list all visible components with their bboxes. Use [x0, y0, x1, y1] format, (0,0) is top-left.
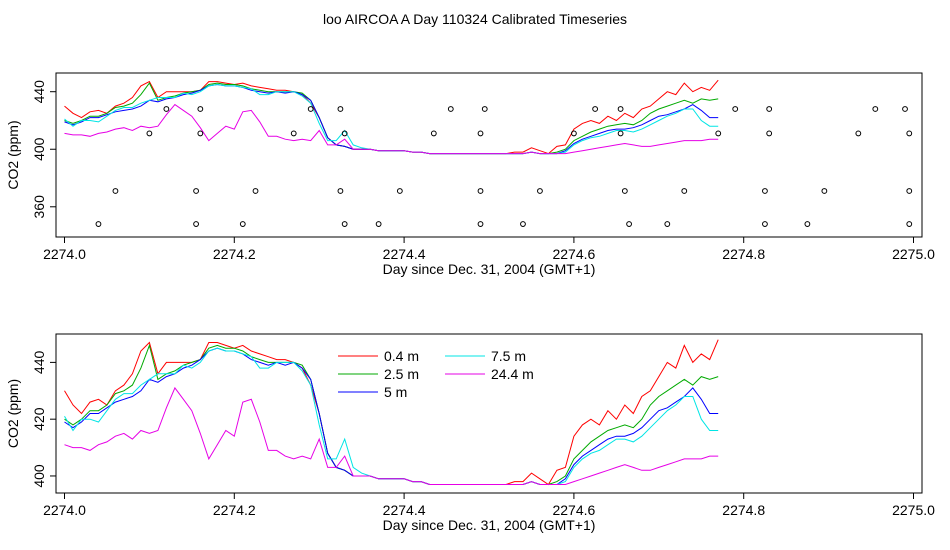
data-point [341, 130, 348, 137]
data-point [197, 130, 204, 137]
data-point [477, 188, 484, 194]
data-point [855, 130, 862, 137]
x-axis-label: Day since Dec. 31, 2004 (GMT+1) [383, 261, 596, 277]
data-point [163, 106, 170, 112]
series-line-24-4-m [64, 386, 719, 485]
data-point [430, 130, 437, 137]
y-tick-label: 420 [31, 407, 47, 431]
data-point [520, 221, 526, 227]
y-tick-label: 400 [31, 137, 47, 161]
data-point [617, 130, 624, 137]
data-point [804, 221, 811, 227]
data-point [537, 188, 543, 194]
figure-title: loo AIRCOA A Day 110324 Calibrated Times… [322, 11, 627, 27]
legend-label: 24.4 m [491, 366, 534, 382]
data-point [481, 106, 488, 112]
data-point [337, 188, 344, 194]
x-tick-label: 2274.8 [722, 502, 765, 518]
data-point [821, 188, 828, 194]
y-tick-label: 400 [31, 464, 47, 488]
series-line-2-5-m [64, 82, 719, 155]
data-point [906, 221, 913, 227]
y-tick-label: 440 [31, 80, 47, 104]
data-point [766, 106, 773, 112]
data-point [906, 130, 913, 137]
data-point [95, 221, 102, 227]
data-point [872, 106, 879, 112]
data-point [396, 188, 403, 194]
plot-frame-1 [55, 72, 923, 238]
data-point [906, 188, 913, 194]
data-point [146, 130, 153, 137]
data-point [375, 221, 382, 227]
data-point [477, 221, 484, 227]
data-point [447, 106, 454, 112]
data-point [239, 221, 246, 227]
data-point [626, 221, 632, 227]
legend-label: 2.5 m [384, 366, 419, 382]
data-point [732, 106, 739, 112]
x-tick-label: 2275.0 [892, 246, 935, 262]
data-point [341, 221, 348, 227]
data-point [307, 106, 314, 112]
x-tick-label: 2274.0 [43, 246, 86, 262]
data-point [664, 221, 671, 227]
x-tick-label: 2274.2 [213, 502, 256, 518]
x-tick-label: 2274.4 [383, 246, 426, 262]
data-point [902, 106, 908, 112]
legend-label: 7.5 m [491, 348, 526, 364]
x-axis-label: Day since Dec. 31, 2004 (GMT+1) [383, 517, 596, 533]
legend-label: 5 m [384, 384, 407, 400]
data-point [766, 130, 773, 137]
x-tick-label: 2274.6 [552, 246, 595, 262]
y-tick-label: 360 [31, 195, 47, 219]
data-point [193, 188, 199, 194]
data-point [477, 130, 484, 137]
data-point [112, 188, 119, 194]
x-tick-label: 2274.0 [43, 502, 86, 518]
series-line-24-4-m [64, 103, 719, 155]
x-tick-label: 2274.4 [383, 502, 426, 518]
y-tick-label: 440 [31, 351, 47, 375]
data-point [762, 221, 768, 227]
data-point [715, 130, 722, 137]
data-point [193, 221, 199, 227]
y-axis-label: CO2 (ppm) [5, 120, 21, 189]
x-tick-label: 2274.8 [722, 246, 765, 262]
data-point [197, 106, 204, 112]
data-point [337, 106, 344, 112]
x-tick-label: 2275.0 [892, 502, 935, 518]
plot-frame-2 [55, 333, 923, 494]
x-tick-label: 2274.6 [552, 502, 595, 518]
y-axis-label: CO2 (ppm) [5, 379, 21, 448]
data-point [252, 188, 259, 194]
data-point [621, 188, 628, 194]
data-point [592, 106, 599, 112]
x-tick-label: 2274.2 [213, 246, 256, 262]
data-point [617, 106, 624, 112]
legend-label: 0.4 m [384, 348, 419, 364]
data-point [290, 130, 297, 137]
data-point [681, 188, 688, 194]
data-point [571, 130, 577, 137]
data-point [762, 188, 768, 194]
series-line-0-4-m [64, 79, 719, 155]
